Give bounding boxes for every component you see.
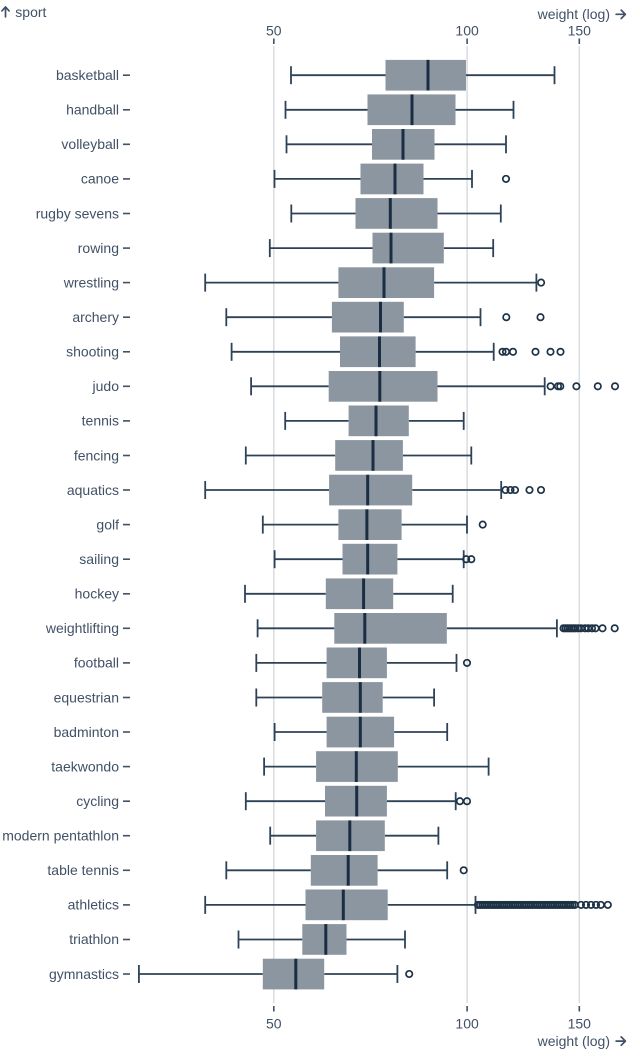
svg-text:150: 150 [568, 1015, 592, 1031]
svg-text:football: football [74, 655, 119, 671]
svg-text:cycling: cycling [76, 793, 119, 809]
svg-text:aquatics: aquatics [67, 482, 119, 498]
svg-text:150: 150 [568, 22, 592, 38]
svg-text:wrestling: wrestling [63, 274, 119, 290]
svg-text:shooting: shooting [66, 344, 119, 360]
svg-text:50: 50 [266, 22, 282, 38]
svg-text:weight (log): weight (log) [537, 6, 610, 22]
svg-text:tennis: tennis [82, 413, 119, 429]
svg-text:athletics: athletics [68, 897, 119, 913]
svg-text:archery: archery [72, 309, 119, 325]
svg-text:100: 100 [455, 22, 479, 38]
svg-text:judo: judo [92, 378, 120, 394]
svg-text:golf: golf [96, 516, 119, 532]
svg-text:gymnastics: gymnastics [49, 966, 119, 982]
svg-text:modern pentathlon: modern pentathlon [2, 828, 119, 844]
svg-text:basketball: basketball [56, 67, 119, 83]
svg-text:weightlifting: weightlifting [45, 620, 119, 636]
svg-text:hockey: hockey [75, 586, 119, 602]
svg-text:volleyball: volleyball [61, 136, 119, 152]
svg-text:fencing: fencing [74, 447, 119, 463]
svg-text:weight (log): weight (log) [537, 1033, 610, 1049]
svg-text:handball: handball [66, 102, 119, 118]
svg-text:100: 100 [455, 1015, 479, 1031]
svg-text:badminton: badminton [54, 724, 119, 740]
svg-text:sailing: sailing [79, 551, 119, 567]
svg-text:canoe: canoe [81, 171, 119, 187]
svg-text:table tennis: table tennis [47, 862, 119, 878]
svg-text:sport: sport [15, 4, 46, 20]
svg-text:triathlon: triathlon [69, 931, 119, 947]
svg-text:equestrian: equestrian [54, 689, 119, 705]
svg-text:rugby sevens: rugby sevens [36, 205, 119, 221]
svg-text:taekwondo: taekwondo [51, 758, 119, 774]
svg-text:rowing: rowing [78, 240, 119, 256]
svg-text:50: 50 [266, 1015, 282, 1031]
